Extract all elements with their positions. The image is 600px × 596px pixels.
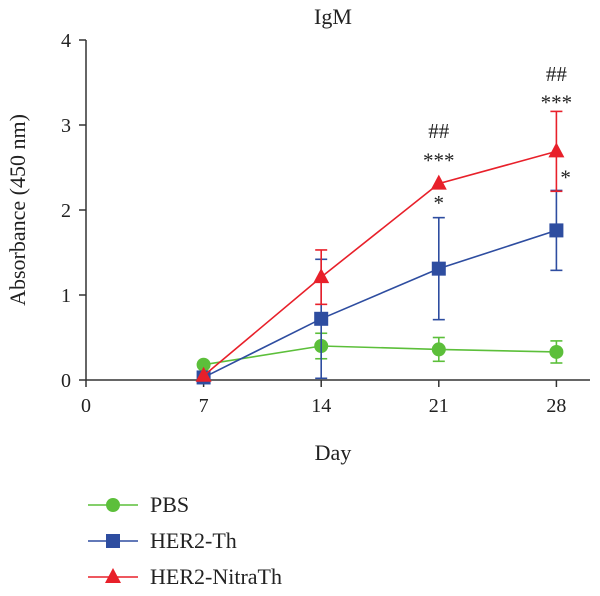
x-axis-label: Day — [315, 440, 352, 465]
series-her2-nitrath — [195, 110, 565, 382]
legend-label: PBS — [150, 492, 189, 517]
significance-annotation: *** — [541, 91, 573, 115]
legend-marker — [106, 534, 120, 548]
x-tick-label: 21 — [429, 395, 449, 417]
legend-label: HER2-NitraTh — [150, 564, 282, 589]
significance-annotation: ## — [428, 119, 450, 143]
significance-annotation: *** — [423, 149, 455, 173]
y-tick-label: 1 — [61, 285, 71, 307]
series-line — [203, 150, 557, 377]
y-axis-label: Absorbance (450 nm) — [5, 114, 30, 306]
data-point — [196, 357, 211, 372]
annotation-layer: ##****##**** — [423, 62, 572, 215]
series-line — [203, 229, 557, 379]
data-point — [314, 311, 329, 326]
data-point — [313, 268, 330, 284]
series-line — [203, 345, 557, 366]
x-tick-label: 7 — [199, 395, 209, 417]
y-tick-label: 0 — [61, 370, 71, 392]
legend-marker — [105, 568, 121, 583]
axes: 0 1 2 3 4 0 7 14 21 28 — [61, 30, 590, 417]
data-point — [549, 344, 564, 359]
data-point — [431, 261, 446, 276]
legend-label: HER2-Th — [150, 528, 237, 553]
significance-annotation: * — [560, 166, 571, 190]
significance-annotation: ## — [546, 62, 568, 86]
series-her2-th — [196, 189, 564, 385]
data-point — [195, 366, 212, 382]
y-tick-label: 3 — [61, 115, 71, 137]
x-tick-label: 14 — [311, 395, 331, 417]
y-tick-label: 4 — [61, 30, 71, 52]
y-tick-label: 2 — [61, 200, 71, 222]
data-point — [430, 174, 447, 190]
x-tick-label: 0 — [81, 395, 91, 417]
significance-annotation: * — [434, 191, 445, 215]
data-point — [431, 342, 446, 357]
data-point — [548, 142, 565, 158]
legend-marker — [106, 498, 120, 512]
series-layer — [195, 110, 565, 385]
legend: PBS HER2-Th HER2-NitraTh — [88, 492, 282, 589]
chart-title: IgM — [314, 4, 352, 29]
series-pbs — [196, 332, 564, 372]
x-tick-label: 28 — [546, 395, 566, 417]
data-point — [549, 223, 564, 238]
